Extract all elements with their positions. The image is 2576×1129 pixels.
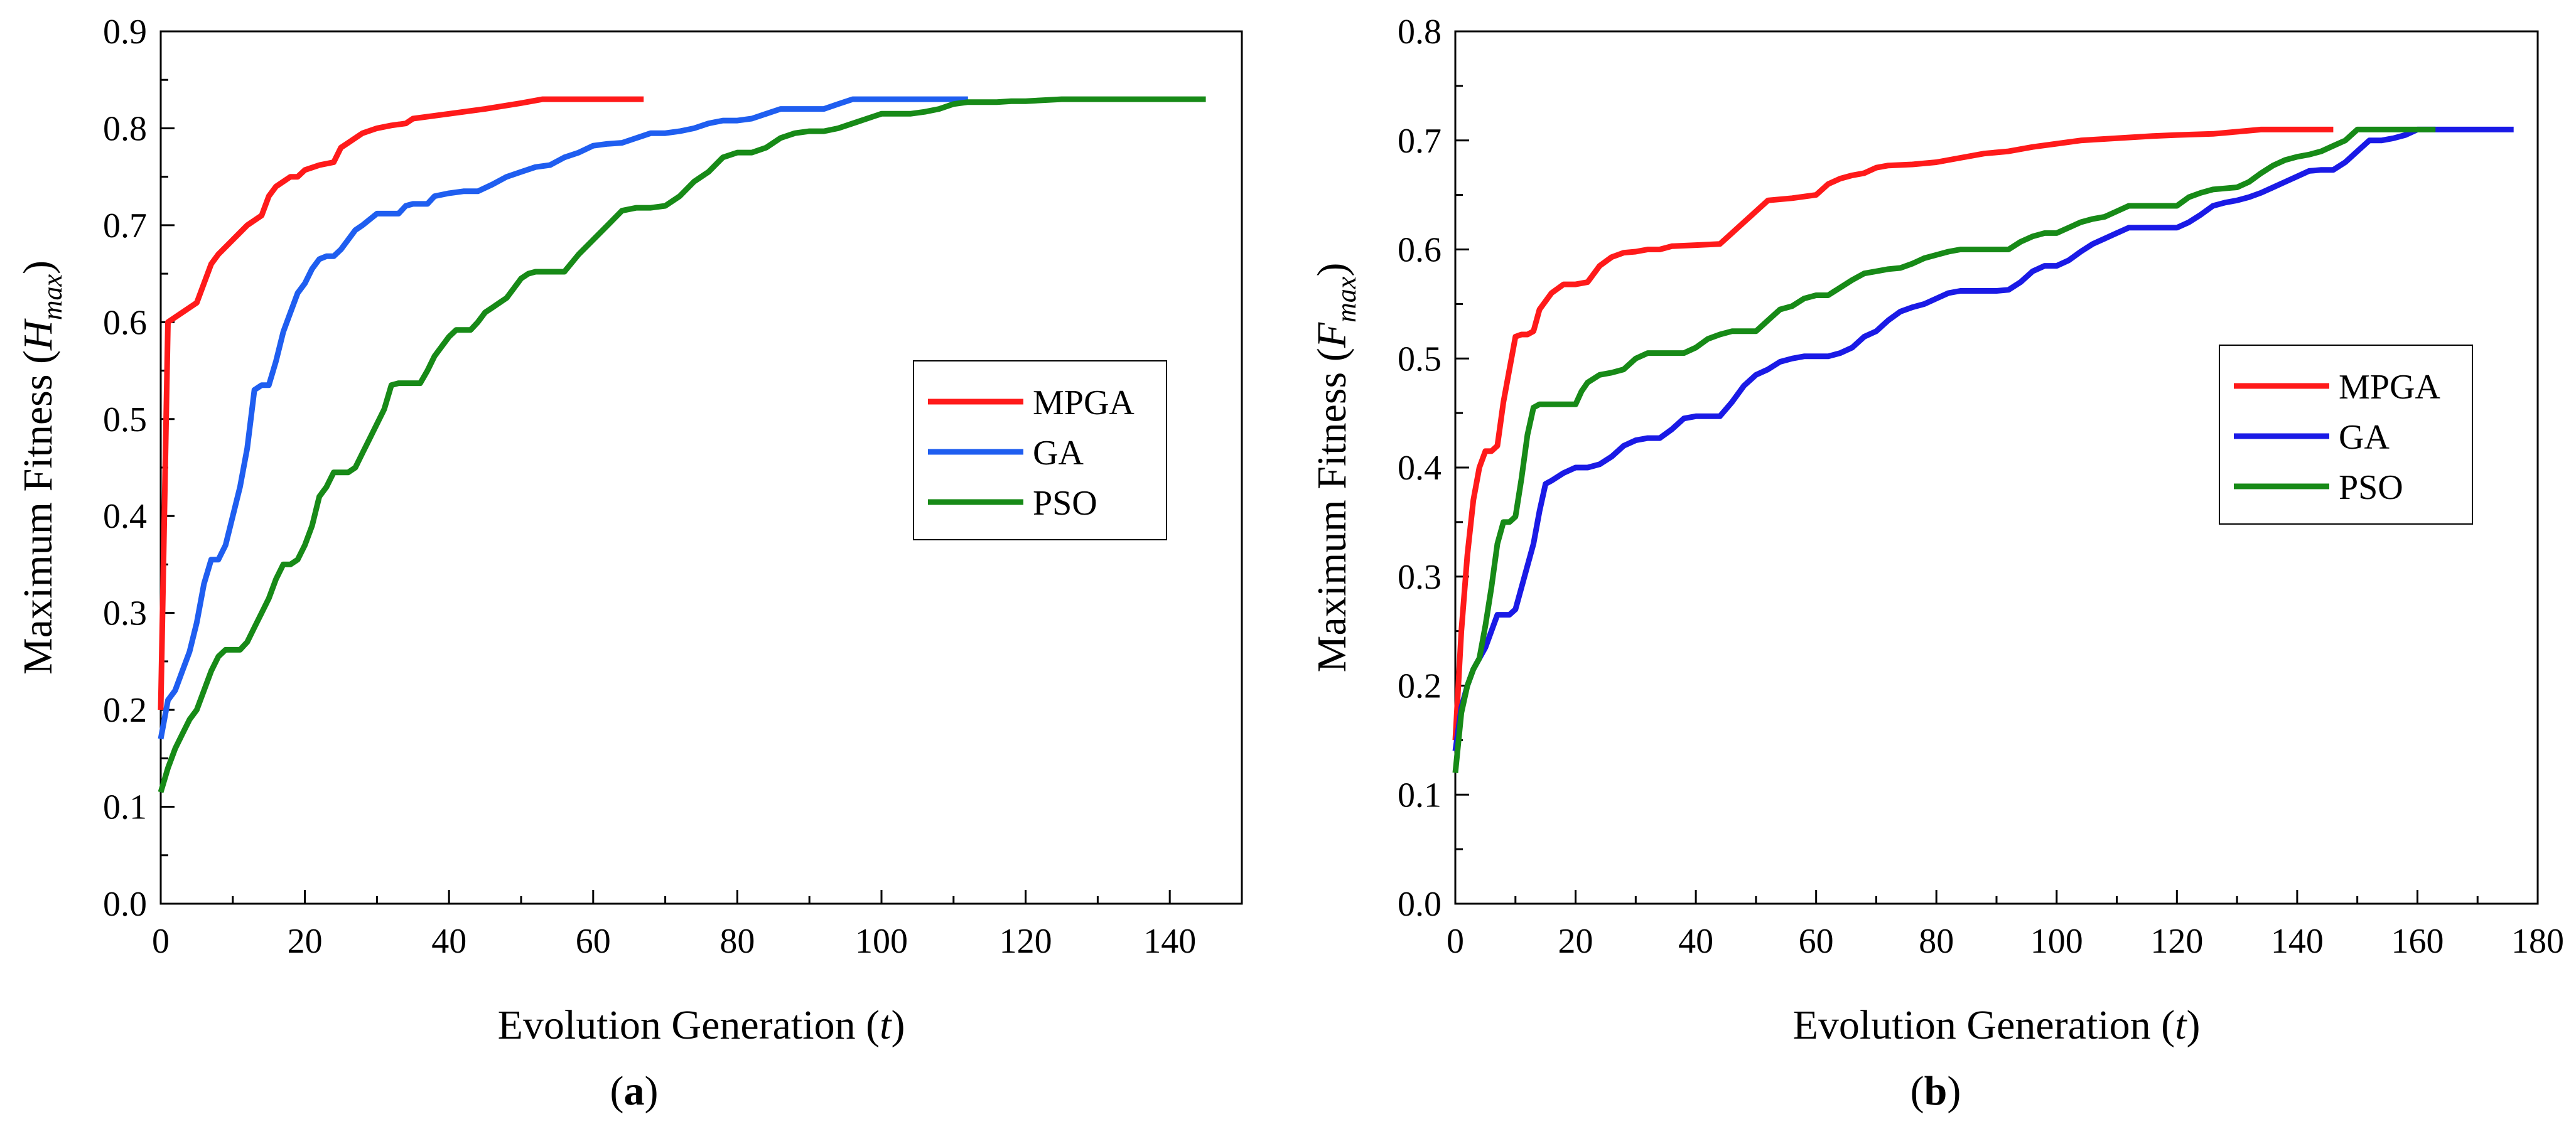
y-axis-ticks-b: 0.0 0.1 0.2 0.3 0.4 0.5 0.6 0.7 0.8 xyxy=(1398,13,1469,924)
y-axis-title-b: Maximum Fitness (Fmax) xyxy=(1309,263,1362,673)
x-tick-label: 20 xyxy=(1558,922,1593,961)
legend-box-b xyxy=(2219,345,2473,525)
y-axis-ticks-a: 0.0 0.1 0.2 0.3 0.4 0.5 0.6 0.7 0.8 0.9 xyxy=(103,13,175,924)
series-line-mpga xyxy=(158,96,644,710)
series-line-mpga xyxy=(1452,126,2334,741)
series-line-ga xyxy=(1452,126,2514,752)
series-lines-a xyxy=(158,96,1206,793)
legend-a: MPGA GA PSO xyxy=(913,360,1167,540)
y-tick-label: 0.3 xyxy=(103,594,147,633)
legend-label-ga-b: GA xyxy=(2339,418,2390,457)
x-tick-label: 80 xyxy=(1919,922,1954,961)
x-tick-label: 160 xyxy=(2391,922,2444,961)
y-tick-label: 0.3 xyxy=(1398,558,1442,597)
y-axis-title-a: Maximum Fitness (Hmax) xyxy=(15,260,68,675)
chart-panel-a: 0.0 0.1 0.2 0.3 0.4 0.5 0.6 0.7 0.8 0.9 0 20 40 60 80… xyxy=(15,13,1243,1114)
x-tick-label: 140 xyxy=(2271,922,2324,961)
y-tick-label: 0.1 xyxy=(103,788,147,827)
x-axis-ticks-a: 0 20 40 60 80 100 120 140 xyxy=(152,890,1196,961)
y-tick-label: 0.0 xyxy=(103,885,147,924)
panel-label-a: (a) xyxy=(610,1068,659,1114)
y-tick-label: 0.4 xyxy=(1398,449,1442,488)
y-tick-label: 0.2 xyxy=(103,691,147,730)
y-tick-label: 0.5 xyxy=(103,400,147,439)
y-tick-label: 0.8 xyxy=(1398,13,1442,51)
y-tick-label: 0.7 xyxy=(1398,122,1442,161)
x-axis-ticks-b: 0 20 40 60 80 100 120 140 160 180 xyxy=(1447,890,2564,961)
y-tick-label: 0.2 xyxy=(1398,667,1442,706)
x-tick-label: 40 xyxy=(431,922,466,961)
x-tick-label: 40 xyxy=(1678,922,1713,961)
series-line-pso xyxy=(1452,126,2436,773)
x-tick-label: 120 xyxy=(2150,922,2203,961)
x-axis-title-b: Evolution Generation (t) xyxy=(1793,1002,2201,1048)
x-tick-label: 120 xyxy=(1000,922,1052,961)
legend-label-mpga-b: MPGA xyxy=(2339,368,2440,407)
x-tick-label: 80 xyxy=(719,922,755,961)
y-tick-label: 0.5 xyxy=(1398,340,1442,378)
y-tick-label: 0.7 xyxy=(103,206,147,245)
y-tick-label: 0.4 xyxy=(103,497,147,536)
panel-label-b: (b) xyxy=(1910,1068,1961,1114)
legend-label-pso-b: PSO xyxy=(2339,468,2403,507)
x-axis-title-a: Evolution Generation (t) xyxy=(498,1002,905,1048)
legend-label-mpga-a: MPGA xyxy=(1033,383,1134,422)
x-tick-label: 0 xyxy=(1447,922,1464,961)
x-tick-label: 100 xyxy=(2030,922,2083,961)
series-line-ga xyxy=(158,96,968,740)
y-tick-label: 0.0 xyxy=(1398,885,1442,924)
y-tick-label: 0.1 xyxy=(1398,776,1442,815)
series-line-pso xyxy=(158,96,1206,793)
legend-label-pso-a: PSO xyxy=(1033,484,1097,523)
y-tick-label: 0.6 xyxy=(1398,231,1442,270)
x-tick-label: 100 xyxy=(855,922,908,961)
y-tick-label: 0.9 xyxy=(103,13,147,51)
x-tick-label: 140 xyxy=(1143,922,1196,961)
x-tick-label: 20 xyxy=(288,922,323,961)
legend-b: MPGA GA PSO xyxy=(2219,345,2473,525)
x-tick-label: 180 xyxy=(2511,922,2564,961)
y-tick-label: 0.8 xyxy=(103,109,147,148)
legend-label-ga-a: GA xyxy=(1033,434,1084,473)
series-lines-b xyxy=(1452,126,2514,773)
y-tick-label: 0.6 xyxy=(103,303,147,342)
x-tick-label: 60 xyxy=(576,922,611,961)
x-tick-label: 60 xyxy=(1799,922,1834,961)
chart-panel-b: 0.0 0.1 0.2 0.3 0.4 0.5 0.6 0.7 0.8 0 20 40 60 80 100… xyxy=(1309,13,2564,1114)
x-tick-label: 0 xyxy=(152,922,170,961)
